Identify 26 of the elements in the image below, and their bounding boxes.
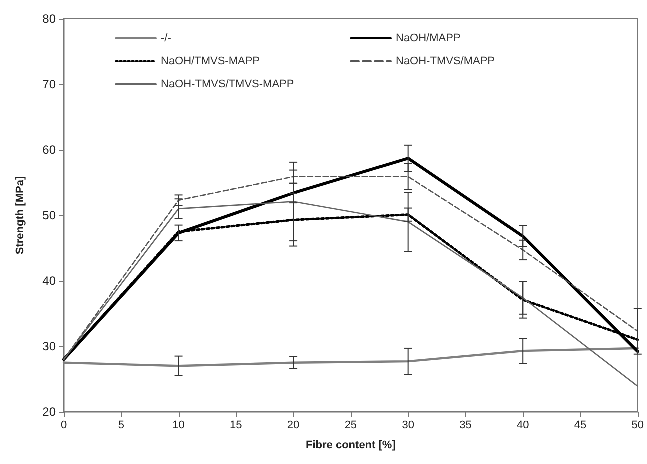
y-tick-label: 70 — [42, 78, 56, 92]
x-tick-label: 30 — [402, 420, 414, 432]
y-tick-label: 40 — [42, 274, 56, 288]
x-tick-label: 0 — [60, 420, 68, 432]
y-tick-label: 80 — [42, 12, 56, 26]
x-tick-label: 10 — [172, 420, 185, 432]
x-tick-label: 25 — [344, 420, 358, 432]
x-tick-label: 40 — [516, 420, 530, 432]
x-tick-label: 45 — [574, 420, 587, 432]
x-tick-label: 15 — [230, 420, 242, 432]
line-series — [63, 201, 639, 388]
x-tick-label: 35 — [460, 420, 472, 432]
y-tick-label: 30 — [42, 340, 56, 354]
y-tick-label: 50 — [42, 208, 56, 222]
x-tick-label: 50 — [632, 420, 644, 432]
legend-label: NaOH/MAPP — [396, 32, 461, 44]
legend-label: -/- — [161, 32, 172, 44]
y-axis-title: Strength [MPa] — [14, 176, 26, 255]
x-tick-label: 20 — [287, 420, 300, 432]
legend-label: NaOH/TMVS-MAPP — [161, 56, 260, 68]
y-tick-label: 20 — [42, 405, 56, 419]
legend-label: NaOH-TMVS/MAPP — [396, 56, 496, 68]
x-tick-label: 5 — [118, 420, 124, 432]
legend-label: NaOH-TMVS/TMVS-MAPP — [161, 78, 294, 90]
x-axis-title: Fibre content [%] — [306, 440, 396, 452]
y-tick-label: 60 — [42, 143, 56, 157]
